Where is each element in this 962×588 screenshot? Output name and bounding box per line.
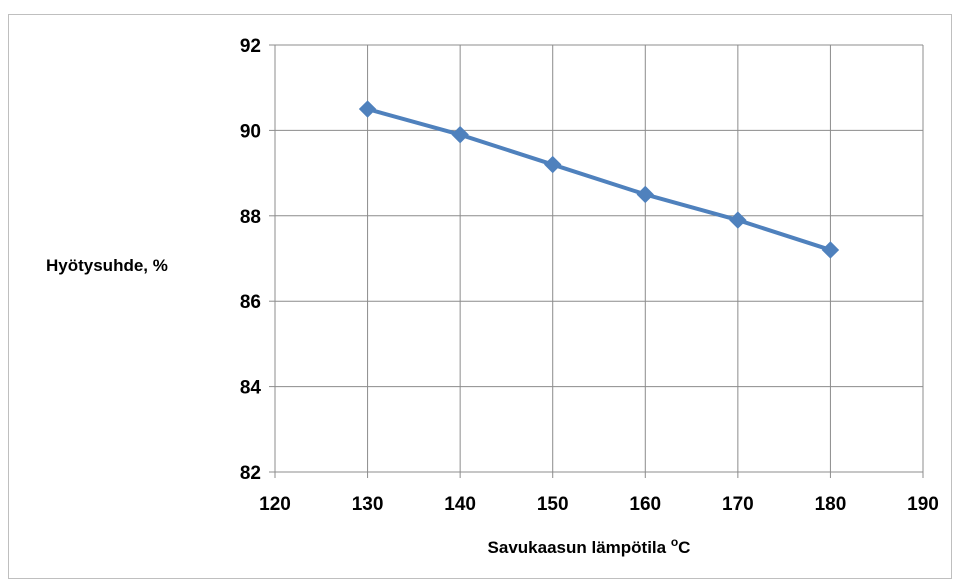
x-axis-label-text: Savukaasun lämpötila xyxy=(488,538,671,557)
data-point-marker xyxy=(637,186,653,202)
y-tick-labels: 82 84 86 88 90 92 xyxy=(240,36,262,484)
y-tick-label: 88 xyxy=(240,207,261,228)
y-tick-label: 84 xyxy=(240,378,262,399)
x-axis-label: Savukaasun lämpötila oC xyxy=(488,535,691,557)
data-point-marker xyxy=(360,101,376,117)
x-tick-label: 160 xyxy=(629,494,661,515)
x-tick-labels: 120 130 140 150 160 170 180 190 xyxy=(259,494,939,515)
y-tick-label: 90 xyxy=(240,121,261,142)
data-point-marker xyxy=(545,157,561,173)
x-tick-label: 170 xyxy=(722,494,754,515)
y-tick-label: 86 xyxy=(240,292,261,313)
data-point-marker xyxy=(452,127,468,143)
x-axis-label-superscript: o xyxy=(671,535,678,549)
data-point-marker xyxy=(822,242,838,258)
x-tick-label: 180 xyxy=(815,494,847,515)
x-tick-label: 190 xyxy=(907,494,939,515)
series-group xyxy=(360,101,839,258)
x-tick-label: 140 xyxy=(444,494,476,515)
x-axis-label-unit: C xyxy=(678,538,690,557)
x-tick-label: 150 xyxy=(537,494,569,515)
y-tick-label: 82 xyxy=(240,463,261,484)
x-tick-label: 130 xyxy=(352,494,384,515)
y-axis-label: Hyötysuhde, % xyxy=(46,256,168,275)
x-tick-label: 120 xyxy=(259,494,291,515)
y-tick-label: 92 xyxy=(240,36,261,57)
data-point-marker xyxy=(730,212,746,228)
